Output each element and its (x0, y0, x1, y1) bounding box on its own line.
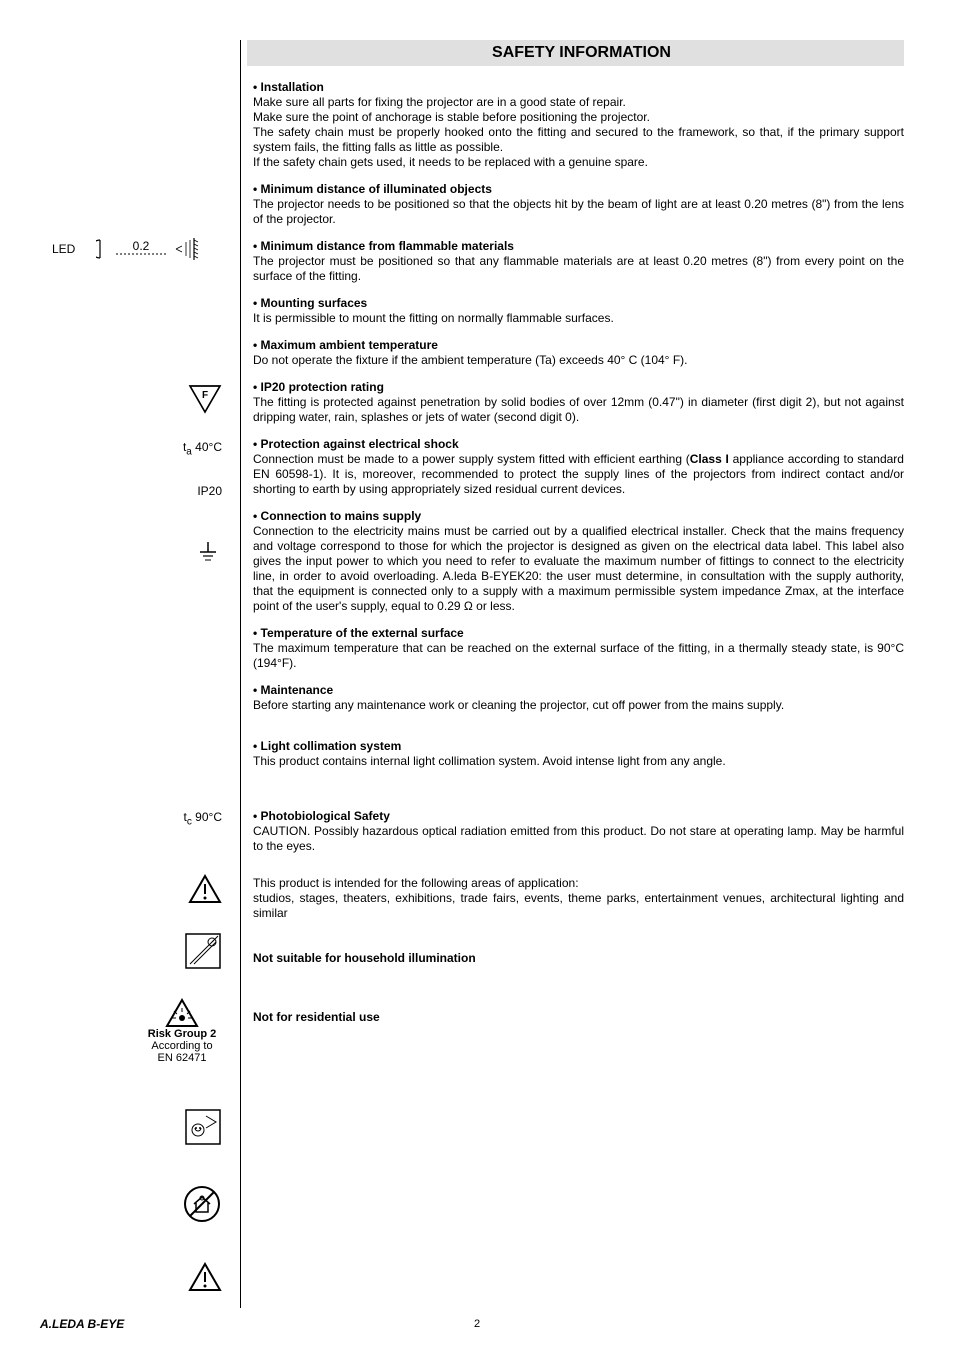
section-min-dist-flam: Minimum distance from flammable material… (253, 239, 904, 284)
section-application: This product is intended for the followi… (253, 876, 904, 921)
section-ip20: IP20 protection rating The fitting is pr… (253, 380, 904, 425)
page-title: SAFETY INFORMATION (241, 40, 904, 66)
application-icon (52, 1108, 222, 1146)
section-maintenance: Maintenance Before starting any maintena… (253, 683, 904, 713)
svg-text:F: F (202, 390, 208, 401)
risk-group-label: Risk Group 2 (132, 1028, 232, 1040)
risk-according-label: According to (132, 1040, 232, 1052)
icon-column: LED 0.2 F ta 40°C IP20 (40, 40, 240, 1308)
product-name: A.LEDA B-EYE (40, 1317, 124, 1331)
ip-rating-label: IP20 (52, 484, 222, 498)
section-temp-ext: Temperature of the external surface The … (253, 626, 904, 671)
collimation-icon (52, 932, 222, 970)
f-triangle-icon: F (52, 384, 222, 414)
section-shock: Protection against electrical shock Conn… (253, 437, 904, 497)
led-label: LED (52, 242, 75, 256)
page-footer: A.LEDA B-EYE 2 (40, 1318, 914, 1330)
earth-icon (52, 542, 222, 564)
projector-distance-icon: 0.2 (96, 236, 206, 262)
section-mains: Connection to mains supply Connection to… (253, 509, 904, 614)
page-number: 2 (474, 1318, 480, 1330)
section-min-dist-illum: Minimum distance of illuminated objects … (253, 182, 904, 227)
section-not-household: Not suitable for household illumination (253, 951, 904, 966)
risk-group-block: Risk Group 2 According to EN 62471 (132, 998, 232, 1064)
content-column: SAFETY INFORMATION Installation Make sur… (240, 40, 914, 1308)
ambient-temp-label: ta 40°C (52, 440, 222, 457)
optical-radiation-icon (165, 998, 199, 1028)
led-distance-icon: LED 0.2 (52, 236, 222, 262)
section-collimation: Light collimation system This product co… (253, 739, 904, 769)
risk-std-label: EN 62471 (132, 1052, 232, 1064)
section-photobio: Photobiological Safety CAUTION. Possibly… (253, 809, 904, 854)
section-max-ambient: Maximum ambient temperature Do not opera… (253, 338, 904, 368)
svg-text:0.2: 0.2 (132, 239, 149, 253)
section-installation: Installation Make sure all parts for fix… (253, 80, 904, 170)
section-mounting: Mounting surfaces It is permissible to m… (253, 296, 904, 326)
warning-icon (52, 874, 222, 904)
residential-warning-icon (52, 1262, 222, 1292)
no-household-icon (52, 1184, 222, 1224)
section-not-residential: Not for residential use (253, 1010, 904, 1025)
surface-temp-label: tc 90°C (52, 810, 222, 827)
